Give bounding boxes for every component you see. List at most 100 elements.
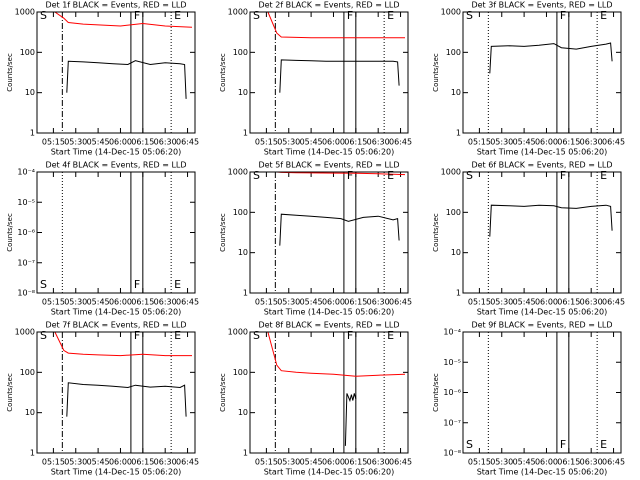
event-marker: E bbox=[174, 329, 181, 342]
x-tick-label: 05:15 bbox=[255, 138, 278, 147]
series-line bbox=[344, 393, 357, 446]
x-tick-label: 05:15 bbox=[255, 458, 278, 467]
panel-title: Det 5f BLACK = Events, RED = LLD bbox=[258, 161, 399, 170]
x-tick-label: 05:15 bbox=[42, 138, 65, 147]
x-tick-label: 06:45 bbox=[389, 458, 412, 467]
y-tick-label: 10⁻⁸ bbox=[17, 289, 35, 298]
y-tick-label: 1 bbox=[456, 129, 461, 138]
x-tick-label: 06:45 bbox=[389, 298, 412, 307]
x-tick-label: 05:45 bbox=[513, 138, 536, 147]
series-line bbox=[267, 331, 406, 377]
x-tick-label: 05:30 bbox=[490, 298, 513, 307]
x-tick-label: 05:45 bbox=[513, 458, 536, 467]
x-axis-label: Start Time (14-Dec-15 05:06:20) bbox=[264, 308, 395, 317]
y-tick-label: 10⁻⁴ bbox=[443, 328, 461, 337]
event-marker: S bbox=[253, 9, 260, 22]
y-tick-label: 100 bbox=[20, 368, 35, 377]
x-tick-label: 05:15 bbox=[255, 298, 278, 307]
plot-frame bbox=[249, 11, 409, 134]
x-tick-label: 05:45 bbox=[87, 138, 110, 147]
y-tick-label: 10⁻⁵ bbox=[443, 358, 461, 367]
x-tick-label: 06:45 bbox=[176, 458, 199, 467]
x-tick-label: 06:45 bbox=[602, 458, 625, 467]
x-tick-label: 06:30 bbox=[367, 458, 390, 467]
y-axis-label: Counts/sec bbox=[432, 373, 440, 412]
x-tick-label: 06:15 bbox=[344, 138, 367, 147]
y-axis-label: Counts/sec bbox=[6, 53, 14, 92]
y-tick-label: 1 bbox=[456, 289, 461, 298]
x-tick-label: 06:00 bbox=[322, 458, 345, 467]
panel-title: Det 3f BLACK = Events, RED = LLD bbox=[471, 1, 612, 10]
x-tick-label: 06:45 bbox=[176, 138, 199, 147]
plot-frame bbox=[249, 171, 409, 294]
series-line bbox=[66, 60, 187, 99]
plot-frame bbox=[36, 331, 196, 454]
x-tick-label: 06:15 bbox=[557, 458, 580, 467]
y-tick-label: 1000 bbox=[441, 8, 461, 17]
x-tick-label: 06:00 bbox=[535, 458, 558, 467]
x-tick-label: 05:45 bbox=[300, 138, 323, 147]
event-marker: F bbox=[134, 329, 140, 342]
y-tick-label: 1000 bbox=[228, 168, 248, 177]
y-tick-label: 1000 bbox=[228, 328, 248, 337]
event-marker: E bbox=[387, 329, 394, 342]
event-marker: S bbox=[40, 9, 47, 22]
y-tick-label: 100 bbox=[20, 48, 35, 57]
x-axis-label: Start Time (14-Dec-15 05:06:20) bbox=[477, 468, 608, 477]
event-marker: S bbox=[466, 169, 473, 182]
x-tick-label: 06:45 bbox=[389, 138, 412, 147]
event-marker: E bbox=[174, 278, 181, 291]
event-marker: E bbox=[600, 169, 607, 182]
x-axis-label: Start Time (14-Dec-15 05:06:20) bbox=[51, 148, 182, 157]
x-tick-label: 05:15 bbox=[468, 138, 491, 147]
event-marker: S bbox=[466, 9, 473, 22]
y-axis-label: Counts/sec bbox=[219, 373, 227, 412]
x-tick-label: 06:30 bbox=[580, 298, 603, 307]
event-marker: F bbox=[134, 278, 140, 291]
y-tick-label: 10 bbox=[25, 408, 35, 417]
y-tick-label: 1 bbox=[243, 449, 248, 458]
y-tick-label: 1 bbox=[243, 289, 248, 298]
series-line bbox=[279, 213, 400, 246]
y-tick-label: 100 bbox=[233, 208, 248, 217]
event-marker: F bbox=[347, 9, 353, 22]
x-tick-label: 05:45 bbox=[87, 458, 110, 467]
y-tick-label: 10⁻⁴ bbox=[17, 168, 35, 177]
event-marker: S bbox=[253, 329, 260, 342]
plot-frame bbox=[36, 171, 196, 294]
y-axis-label: Counts/sec bbox=[432, 53, 440, 92]
x-tick-label: 06:15 bbox=[557, 298, 580, 307]
event-marker: E bbox=[600, 9, 607, 22]
x-axis-label: Start Time (14-Dec-15 05:06:20) bbox=[51, 308, 182, 317]
y-tick-label: 10 bbox=[451, 248, 461, 257]
x-tick-label: 06:30 bbox=[580, 458, 603, 467]
x-tick-label: 06:00 bbox=[322, 298, 345, 307]
plot-frame bbox=[36, 11, 196, 134]
x-tick-label: 06:15 bbox=[131, 138, 154, 147]
x-tick-label: 06:45 bbox=[602, 138, 625, 147]
y-tick-label: 100 bbox=[446, 48, 461, 57]
panel-title: Det 8f BLACK = Events, RED = LLD bbox=[258, 321, 399, 330]
x-tick-label: 06:30 bbox=[154, 138, 177, 147]
event-marker: E bbox=[387, 9, 394, 22]
x-tick-label: 06:15 bbox=[344, 298, 367, 307]
y-axis-label: Counts/sec bbox=[432, 213, 440, 252]
x-tick-label: 05:45 bbox=[300, 458, 323, 467]
event-marker: S bbox=[40, 278, 47, 291]
plot-frame bbox=[462, 11, 622, 134]
x-tick-label: 06:15 bbox=[344, 458, 367, 467]
x-axis-label: Start Time (14-Dec-15 05:06:20) bbox=[477, 148, 608, 157]
event-marker: F bbox=[560, 438, 566, 451]
panel-title: Det 4f BLACK = Events, RED = LLD bbox=[45, 161, 186, 170]
x-tick-label: 06:00 bbox=[109, 458, 132, 467]
event-marker: E bbox=[387, 169, 394, 182]
x-tick-label: 06:45 bbox=[176, 298, 199, 307]
y-tick-label: 1000 bbox=[15, 8, 35, 17]
x-axis-label: Start Time (14-Dec-15 05:06:20) bbox=[477, 308, 608, 317]
y-tick-label: 10⁻⁵ bbox=[17, 198, 35, 207]
y-tick-label: 100 bbox=[446, 208, 461, 217]
x-tick-label: 05:15 bbox=[468, 458, 491, 467]
y-axis-label: Counts/sec bbox=[6, 213, 14, 252]
